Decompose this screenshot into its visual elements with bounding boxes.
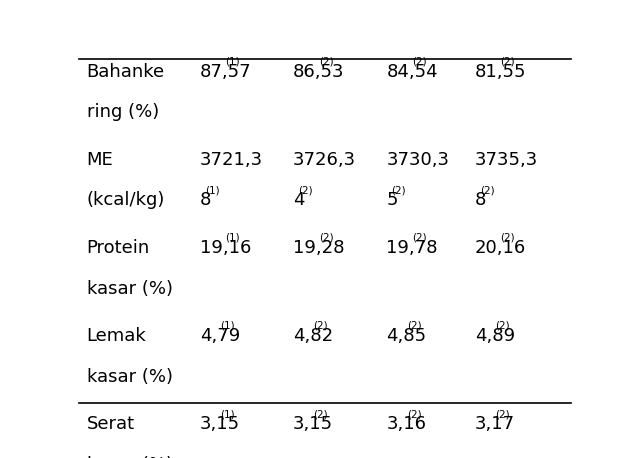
Text: (2): (2) — [298, 185, 313, 195]
Text: (2): (2) — [314, 409, 328, 419]
Text: kasar (%): kasar (%) — [87, 368, 172, 386]
Text: (1): (1) — [220, 409, 235, 419]
Text: Serat: Serat — [87, 415, 135, 433]
Text: 3726,3: 3726,3 — [293, 151, 356, 169]
Text: 8: 8 — [475, 191, 486, 209]
Text: (2): (2) — [480, 185, 495, 195]
Text: (2): (2) — [412, 233, 427, 243]
Text: 3,15: 3,15 — [293, 415, 333, 433]
Text: Bahanke: Bahanke — [87, 63, 165, 81]
Text: 84,54: 84,54 — [386, 63, 438, 81]
Text: ring (%): ring (%) — [87, 103, 159, 121]
Text: 8: 8 — [200, 191, 211, 209]
Text: 3,16: 3,16 — [386, 415, 426, 433]
Text: 19,28: 19,28 — [293, 239, 344, 257]
Text: 87,57: 87,57 — [200, 63, 251, 81]
Text: 3735,3: 3735,3 — [475, 151, 538, 169]
Text: (1): (1) — [205, 185, 219, 195]
Text: (2): (2) — [319, 56, 333, 66]
Text: kasar (%): kasar (%) — [87, 279, 172, 298]
Text: (2): (2) — [501, 233, 515, 243]
Text: 20,16: 20,16 — [475, 239, 526, 257]
Text: (2): (2) — [392, 185, 406, 195]
Text: (2): (2) — [412, 56, 427, 66]
Text: 3730,3: 3730,3 — [386, 151, 450, 169]
Text: 3721,3: 3721,3 — [200, 151, 262, 169]
Text: 3,17: 3,17 — [475, 415, 515, 433]
Text: (2): (2) — [407, 321, 422, 331]
Text: 19,78: 19,78 — [386, 239, 438, 257]
Text: (2): (2) — [495, 321, 510, 331]
Text: 86,53: 86,53 — [293, 63, 344, 81]
Text: (2): (2) — [501, 56, 515, 66]
Text: Lemak: Lemak — [87, 327, 146, 345]
Text: (2): (2) — [314, 321, 328, 331]
Text: 81,55: 81,55 — [475, 63, 526, 81]
Text: 4: 4 — [293, 191, 304, 209]
Text: (2): (2) — [495, 409, 510, 419]
Text: ME: ME — [87, 151, 113, 169]
Text: 4,85: 4,85 — [386, 327, 427, 345]
Text: 4,82: 4,82 — [293, 327, 333, 345]
Text: 3,15: 3,15 — [200, 415, 240, 433]
Text: Protein: Protein — [87, 239, 150, 257]
Text: (kcal/kg): (kcal/kg) — [87, 191, 165, 209]
Text: 5: 5 — [386, 191, 398, 209]
Text: (2): (2) — [407, 409, 422, 419]
Text: 4,79: 4,79 — [200, 327, 240, 345]
Text: 19,16: 19,16 — [200, 239, 251, 257]
Text: (2): (2) — [319, 233, 333, 243]
Text: (1): (1) — [226, 233, 240, 243]
Text: kasar (%): kasar (%) — [87, 456, 172, 458]
Text: (1): (1) — [226, 56, 240, 66]
Text: (1): (1) — [220, 321, 235, 331]
Text: 4,89: 4,89 — [475, 327, 515, 345]
